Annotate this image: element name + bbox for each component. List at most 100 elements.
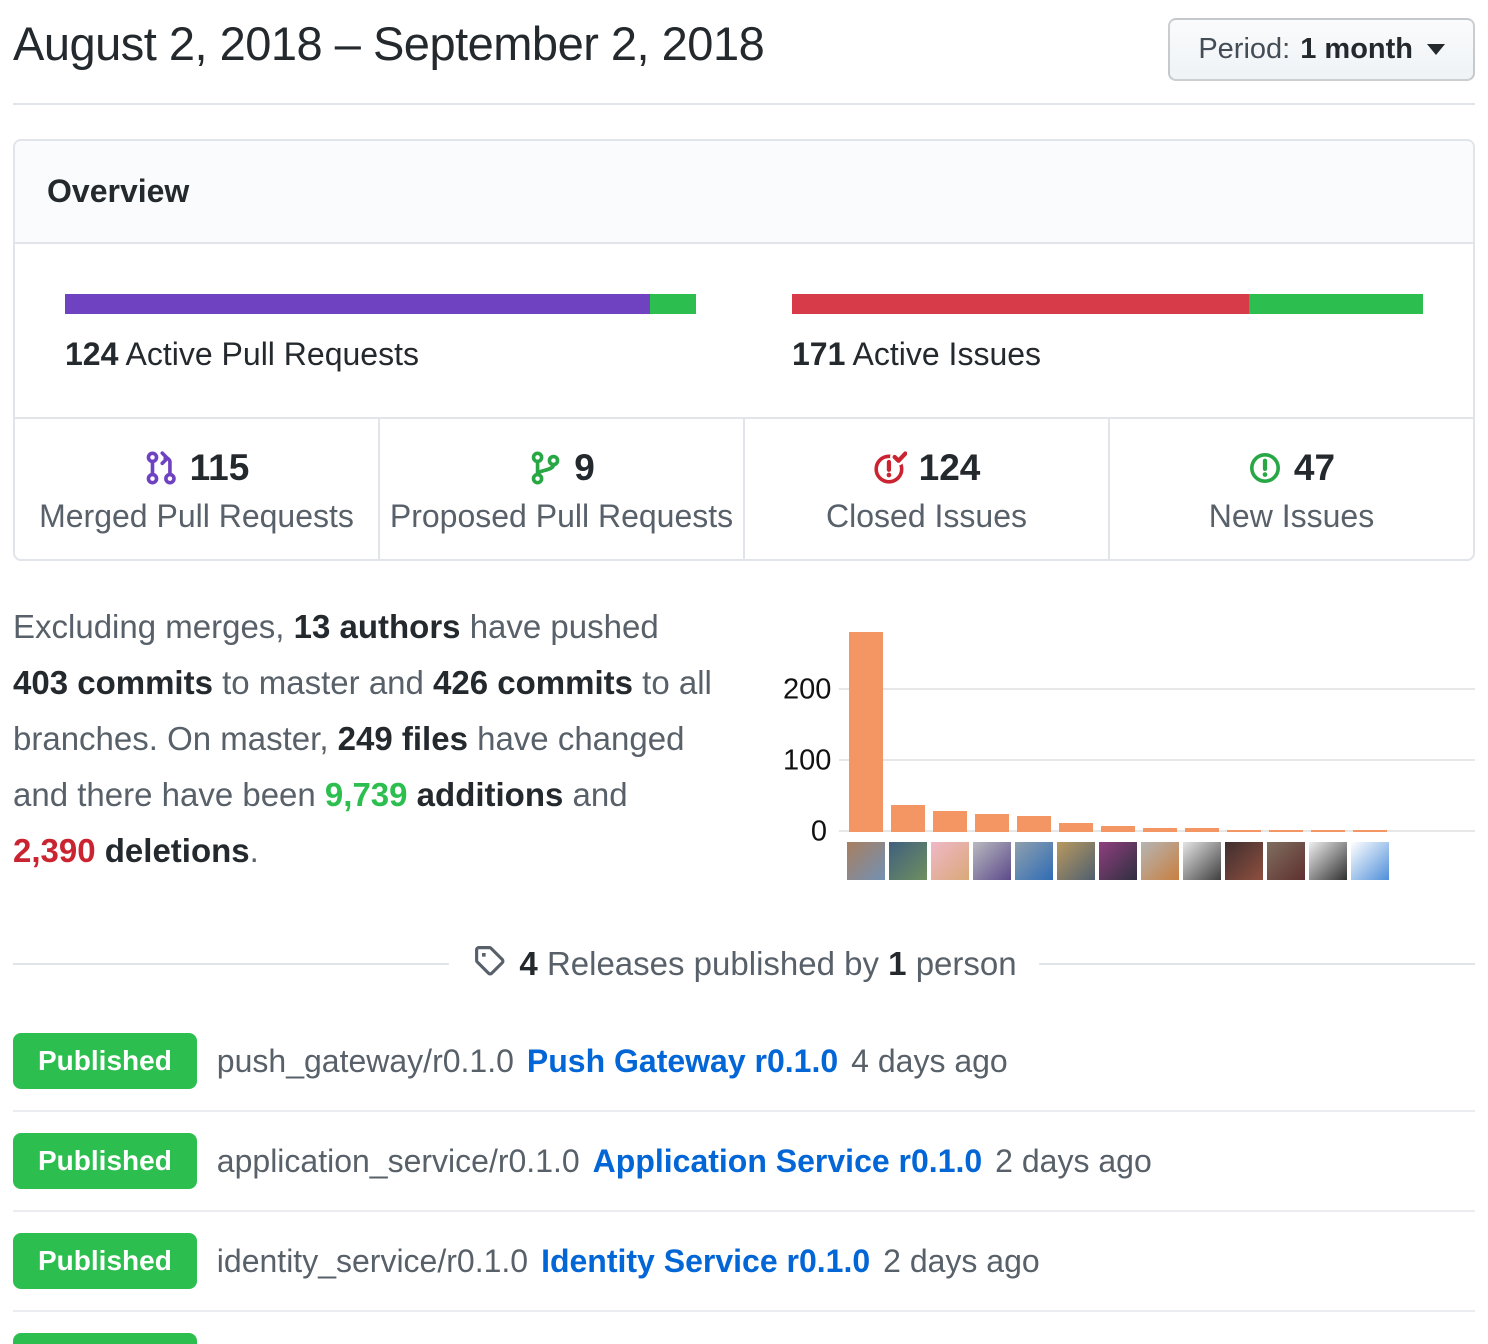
- chart-bar: [1311, 830, 1345, 832]
- author-avatar[interactable]: [1141, 842, 1179, 880]
- summary-section: Excluding merges, 13 authors have pushed…: [13, 599, 1475, 880]
- chart-avatars: [847, 842, 1475, 880]
- period-value: 1 month: [1300, 33, 1413, 65]
- releases-count: 4: [519, 945, 538, 982]
- stat-label: Closed Issues: [826, 498, 1027, 534]
- tag-icon: [471, 942, 507, 986]
- active-issues-col: 171 Active Issues: [792, 294, 1423, 373]
- summary-segment: deletions: [95, 832, 250, 869]
- divider-line: [1038, 963, 1475, 965]
- summary-segment: Excluding merges,: [13, 608, 294, 645]
- summary-segment: have changed and there have been: [13, 720, 685, 813]
- chart-bar: [891, 805, 925, 832]
- chart-bar: [1269, 830, 1303, 832]
- git-branch-icon: [528, 451, 562, 485]
- divider-line: [13, 963, 450, 965]
- author-avatar[interactable]: [931, 842, 969, 880]
- active-issues-label: 171 Active Issues: [792, 336, 1042, 372]
- avatar-slot: [931, 842, 969, 880]
- published-badge: Published: [13, 1333, 197, 1344]
- period-dropdown-button[interactable]: Period: 1 month: [1168, 18, 1475, 81]
- summary-segment: to master and: [212, 664, 434, 701]
- summary-segment: to all branches. On master,: [13, 664, 712, 757]
- release-row: Published identity_service/r0.1.0 Identi…: [13, 1210, 1475, 1310]
- summary-segment: 403 commits: [13, 664, 213, 701]
- y-axis-tick: 0: [810, 815, 827, 848]
- release-row: Published push_gateway/r0.1.0 Push Gatew…: [13, 1012, 1475, 1110]
- active-pull-requests-label: 124 Active Pull Requests: [65, 336, 419, 372]
- avatar-slot: [847, 842, 885, 880]
- release-date: 2 days ago: [883, 1242, 1040, 1279]
- chart-bars: [849, 632, 1387, 832]
- avatar-slot: [1183, 842, 1221, 880]
- release-link[interactable]: Client Server r0.4.0: [502, 1343, 792, 1344]
- releases-person-count: 1: [888, 945, 907, 982]
- summary-segment: additions: [407, 776, 564, 813]
- release-tag-name: push_gateway/r0.1.0: [216, 1042, 514, 1079]
- author-avatar[interactable]: [1351, 842, 1389, 880]
- y-axis-tick: 100: [783, 744, 832, 777]
- active-pull-requests-count: 124: [65, 336, 119, 372]
- release-list: Published push_gateway/r0.1.0 Push Gatew…: [13, 1012, 1475, 1344]
- releases-heading: 4 Releases published by 1 person: [471, 942, 1017, 986]
- author-avatar[interactable]: [1225, 842, 1263, 880]
- chevron-down-icon: [1427, 44, 1445, 55]
- avatar-slot: [1015, 842, 1053, 880]
- releases-divider: 4 Releases published by 1 person: [13, 942, 1475, 986]
- merged-pr-count: 115: [144, 447, 249, 489]
- author-avatar[interactable]: [847, 842, 885, 880]
- chart-bar: [975, 814, 1009, 832]
- author-avatar[interactable]: [1267, 842, 1305, 880]
- stat-new-issues[interactable]: 47 New Issues: [1108, 419, 1473, 559]
- chart-bar: [1143, 828, 1177, 832]
- stat-label: Proposed Pull Requests: [389, 498, 734, 534]
- chart-bar: [849, 632, 883, 832]
- author-avatar[interactable]: [1099, 842, 1137, 880]
- author-avatar[interactable]: [1183, 842, 1221, 880]
- author-avatar[interactable]: [889, 842, 927, 880]
- published-badge: Published: [13, 1233, 197, 1289]
- y-axis-tick: 200: [783, 673, 832, 706]
- release-link[interactable]: Push Gateway r0.1.0: [526, 1042, 839, 1079]
- release-link[interactable]: Application Service r0.1.0: [592, 1142, 983, 1179]
- chart-bar: [1101, 826, 1135, 832]
- avatar-slot: [1057, 842, 1095, 880]
- closed-issues-count: 124: [873, 447, 980, 489]
- author-avatar[interactable]: [1015, 842, 1053, 880]
- commit-summary: Excluding merges, 13 authors have pushed…: [13, 599, 719, 880]
- avatar-slot: [1099, 842, 1137, 880]
- published-badge: Published: [13, 1133, 197, 1189]
- summary-segment: .: [249, 832, 259, 869]
- stat-label: New Issues: [1208, 498, 1375, 534]
- stat-proposed-pull-requests[interactable]: 9 Proposed Pull Requests: [378, 419, 743, 559]
- avatar-slot: [1141, 842, 1179, 880]
- stat-merged-pull-requests[interactable]: 115 Merged Pull Requests: [15, 419, 378, 559]
- chart-bar: [1353, 830, 1387, 832]
- page-header: August 2, 2018 – September 2, 2018 Perio…: [13, 0, 1475, 105]
- chart-bar: [1059, 823, 1093, 832]
- author-avatar[interactable]: [973, 842, 1011, 880]
- gridline-200: [839, 688, 1475, 690]
- published-badge: Published: [13, 1033, 197, 1089]
- stat-closed-issues[interactable]: 124 Closed Issues: [743, 419, 1108, 559]
- overview-panel-header: Overview: [15, 141, 1473, 244]
- active-pull-requests-col: 124 Active Pull Requests: [65, 294, 696, 373]
- release-link[interactable]: Identity Service r0.1.0: [541, 1242, 871, 1279]
- chart-plot: 200 100 0: [783, 599, 1475, 848]
- release-row: Published client_server/r0.4.0 Client Se…: [13, 1310, 1475, 1344]
- issues-meter: [792, 294, 1423, 314]
- avatar-slot: [1267, 842, 1305, 880]
- summary-segment: and: [563, 776, 628, 813]
- release-row: Published application_service/r0.1.0 App…: [13, 1110, 1475, 1210]
- release-tag-name: application_service/r0.1.0: [216, 1142, 580, 1179]
- release-date: 2 days ago: [805, 1343, 962, 1344]
- merged-pr-meter-segment: [65, 294, 650, 314]
- author-avatar[interactable]: [1057, 842, 1095, 880]
- new-issues-count: 47: [1248, 447, 1335, 489]
- git-pull-request-icon: [144, 451, 178, 485]
- author-avatar[interactable]: [1309, 842, 1347, 880]
- issue-opened-icon: [1248, 451, 1282, 485]
- avatar-slot: [1309, 842, 1347, 880]
- overview-panel: Overview 124 Active Pull Requests 17: [13, 139, 1475, 561]
